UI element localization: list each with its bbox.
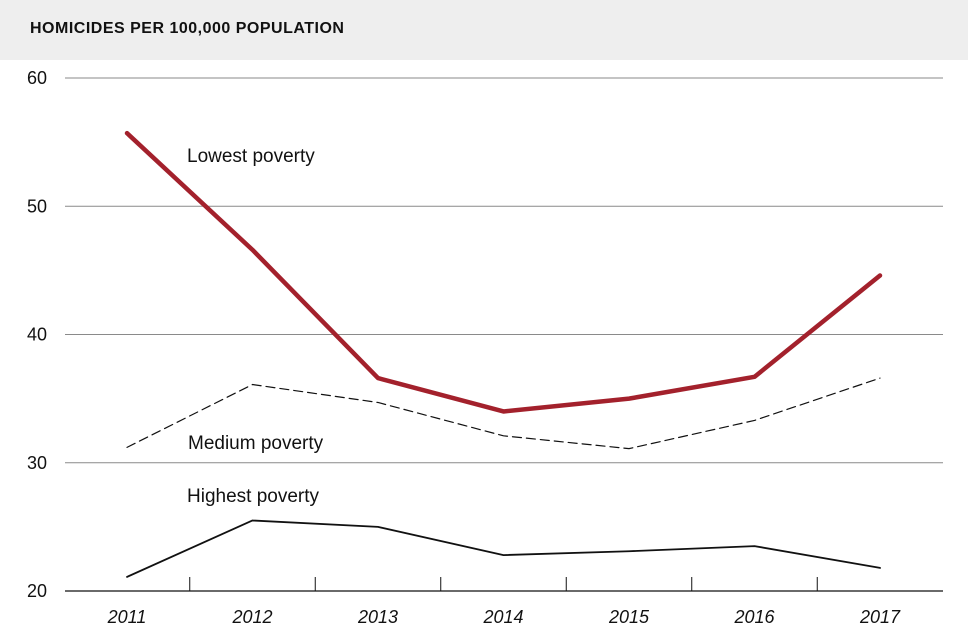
y-tick-label-20: 20 — [27, 581, 47, 601]
y-axis-ticks: 20 30 40 50 60 — [27, 68, 47, 601]
series-lines — [124, 130, 883, 578]
x-axis-ticks: 2011 2012 2013 2014 2015 2016 2017 — [107, 577, 901, 627]
x-tick-label-2012: 2012 — [231, 607, 272, 627]
plot-background — [0, 60, 968, 639]
series-label-highest-poverty: Highest poverty — [187, 486, 320, 507]
x-tick-label-2015: 2015 — [608, 607, 650, 627]
x-tick-label-2017: 2017 — [859, 607, 901, 627]
y-tick-label-60: 60 — [27, 68, 47, 88]
chart-title: HOMICIDES PER 100,000 POPULATION — [30, 20, 345, 37]
x-tick-label-2013: 2013 — [357, 607, 398, 627]
series-line-lowest-poverty — [124, 130, 883, 414]
x-tick-label-2011: 2011 — [107, 607, 147, 627]
series-label-medium-poverty: Medium poverty — [188, 433, 324, 454]
chart-header: HOMICIDES PER 100,000 POPULATION — [0, 0, 968, 60]
series-label-lowest-poverty: Lowest poverty — [187, 146, 315, 167]
y-tick-label-40: 40 — [27, 325, 47, 345]
gridlines — [65, 77, 943, 592]
series-labels: Lowest poverty Medium poverty Highest pove… — [187, 146, 324, 507]
series-line-medium-poverty — [126, 377, 881, 450]
x-tick-label-2014: 2014 — [482, 607, 523, 627]
y-tick-label-50: 50 — [27, 196, 47, 216]
series-line-highest-poverty — [126, 519, 881, 578]
y-tick-label-30: 30 — [27, 453, 47, 473]
x-tick-label-2016: 2016 — [733, 607, 775, 627]
